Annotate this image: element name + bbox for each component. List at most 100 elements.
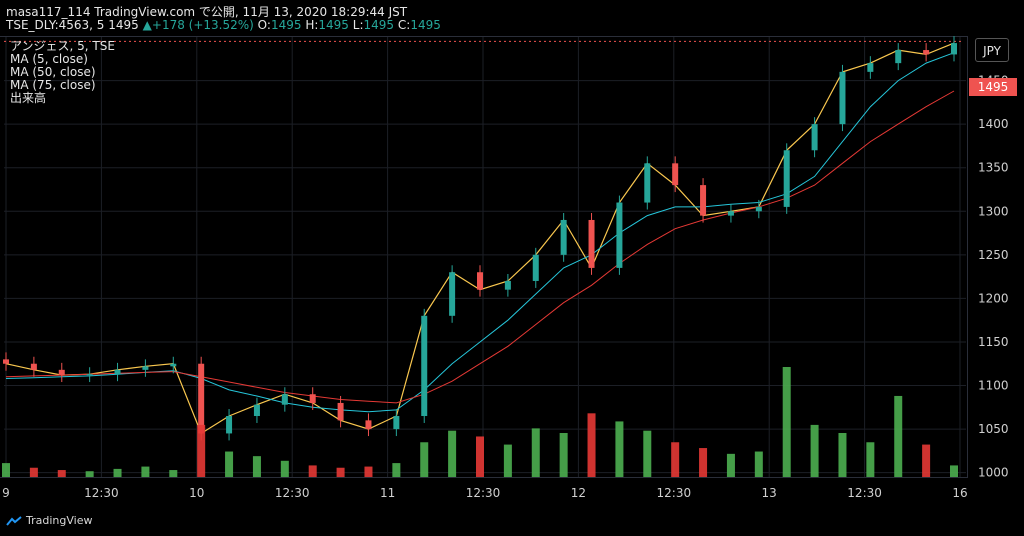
y-tick-label: 1100 bbox=[978, 379, 1009, 393]
currency-button[interactable]: JPY bbox=[975, 38, 1009, 62]
low-label: L: bbox=[352, 18, 364, 32]
indicator-legend: アンジェス, 5, TSE MA (5, close) MA (50, clos… bbox=[10, 40, 115, 105]
volume-bar bbox=[782, 367, 791, 477]
tradingview-icon bbox=[6, 515, 22, 526]
volume-bar bbox=[503, 444, 512, 477]
low-value: 1495 bbox=[363, 18, 395, 32]
candle-body bbox=[198, 363, 205, 434]
volume-bar bbox=[476, 436, 484, 477]
candle-body bbox=[337, 402, 344, 421]
volume-bar bbox=[587, 413, 596, 477]
volume-bar bbox=[866, 442, 875, 477]
volume-bar bbox=[531, 428, 540, 477]
close-label: C: bbox=[397, 18, 411, 32]
candle-body bbox=[30, 363, 37, 370]
x-tick-label: 12:30 bbox=[466, 486, 501, 500]
candle-body bbox=[449, 272, 456, 316]
candle-body bbox=[588, 219, 595, 268]
candle-body bbox=[170, 363, 177, 367]
candle-body bbox=[727, 211, 734, 216]
volume-bar bbox=[225, 451, 234, 477]
close-value: 1495 bbox=[410, 18, 441, 32]
x-tick-label: 11 bbox=[380, 486, 395, 500]
volume-bar bbox=[141, 466, 150, 477]
volume-bar bbox=[559, 433, 568, 477]
candle-body bbox=[895, 50, 902, 64]
candle-body bbox=[86, 374, 93, 376]
x-tick-label: 13 bbox=[762, 486, 777, 500]
x-tick-label: 12:30 bbox=[84, 486, 119, 500]
x-tick-label: 12:30 bbox=[657, 486, 692, 500]
volume-bar bbox=[197, 424, 206, 477]
legend-ma5[interactable]: MA (5, close) bbox=[10, 52, 88, 66]
y-tick-label: 1400 bbox=[978, 117, 1009, 131]
candle-body bbox=[504, 280, 511, 290]
volume-bar bbox=[950, 465, 958, 477]
volume-bar bbox=[280, 460, 289, 477]
candle-body bbox=[755, 206, 762, 212]
candle-body bbox=[477, 272, 483, 290]
candle-body bbox=[58, 369, 65, 376]
legend-volume[interactable]: 出来高 bbox=[10, 91, 47, 105]
candle-body bbox=[616, 202, 623, 268]
candle-body bbox=[532, 254, 539, 281]
volume-bar bbox=[894, 395, 903, 477]
candle-body bbox=[3, 359, 9, 364]
y-tick-label: 1000 bbox=[978, 466, 1009, 480]
candle-body bbox=[700, 185, 707, 216]
x-tick-label: 16 bbox=[952, 486, 967, 500]
x-tick-label: 9 bbox=[2, 486, 10, 500]
volume-bar bbox=[85, 471, 94, 477]
y-tick-label: 1050 bbox=[978, 422, 1009, 436]
ma-line-0 bbox=[5, 42, 955, 435]
legend-ma50[interactable]: MA (50, close) bbox=[10, 65, 96, 79]
chart-frame bbox=[0, 36, 968, 478]
change-value: +178 (+13.52%) bbox=[151, 18, 254, 32]
volume-bar bbox=[392, 463, 401, 477]
last-price: 1495 bbox=[108, 18, 139, 32]
chart-header: masa117_114 TradingView.com で公開, 11月 13,… bbox=[0, 0, 1024, 36]
volume-bar bbox=[643, 430, 652, 477]
y-tick-label: 1250 bbox=[978, 248, 1009, 262]
candle-body bbox=[811, 124, 818, 151]
volume-bar bbox=[754, 451, 763, 477]
x-tick-label: 12:30 bbox=[847, 486, 882, 500]
candle-body bbox=[114, 369, 121, 375]
y-tick-label: 1300 bbox=[978, 204, 1009, 218]
volume-bar bbox=[838, 433, 847, 477]
candle-body bbox=[923, 50, 930, 55]
candle-body bbox=[253, 404, 260, 417]
legend-ma75[interactable]: MA (75, close) bbox=[10, 78, 96, 92]
volume-bar bbox=[364, 466, 373, 477]
candle-body bbox=[867, 63, 874, 72]
volume-bar bbox=[448, 430, 457, 477]
volume-bar bbox=[29, 467, 38, 477]
volume-bar bbox=[336, 467, 345, 477]
open-value: 1495 bbox=[270, 18, 302, 32]
volume-bar bbox=[671, 442, 680, 477]
candle-body bbox=[365, 420, 372, 430]
last-price-tag: 1495 bbox=[969, 78, 1017, 96]
volume-bar bbox=[922, 444, 931, 477]
volume-bar bbox=[810, 424, 819, 477]
symbol-label: TSE_DLY:4563, 5 bbox=[6, 18, 105, 32]
volume-bar bbox=[169, 470, 178, 477]
ma-line-1 bbox=[5, 52, 955, 413]
legend-title[interactable]: アンジェス, 5, TSE bbox=[10, 39, 115, 53]
volume-bar bbox=[252, 456, 261, 477]
volume-bar bbox=[699, 448, 708, 477]
candle-body bbox=[226, 416, 233, 434]
volume-bar bbox=[2, 463, 10, 477]
high-label: H: bbox=[305, 18, 319, 32]
candle-body bbox=[951, 43, 957, 55]
tradingview-logo[interactable]: TradingView bbox=[6, 514, 92, 527]
y-tick-label: 1150 bbox=[978, 335, 1009, 349]
y-tick-label: 1200 bbox=[978, 291, 1009, 305]
candle-body bbox=[309, 394, 316, 403]
ohlc-line: TSE_DLY:4563, 5 1495 ▲+178 (+13.52%) O:1… bbox=[6, 18, 441, 32]
candle-body bbox=[644, 163, 651, 203]
high-value: 1495 bbox=[318, 18, 349, 32]
candle-body bbox=[281, 394, 288, 405]
candle-body bbox=[421, 315, 428, 417]
